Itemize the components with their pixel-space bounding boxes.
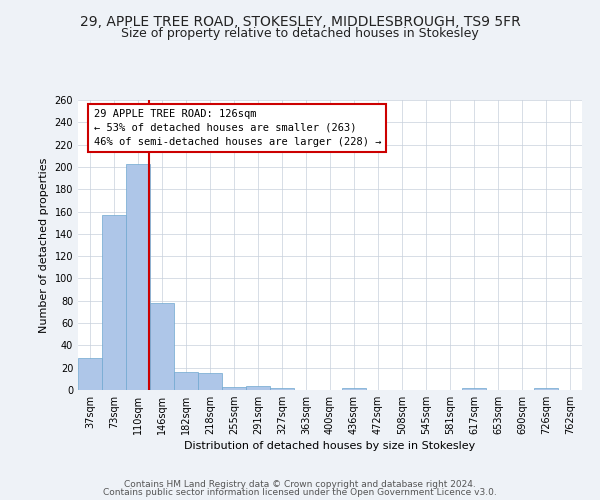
Bar xyxy=(150,303,174,390)
Bar xyxy=(198,374,222,390)
Bar xyxy=(78,358,102,390)
X-axis label: Distribution of detached houses by size in Stokesley: Distribution of detached houses by size … xyxy=(184,442,476,452)
Bar xyxy=(246,386,270,390)
Text: 29, APPLE TREE ROAD, STOKESLEY, MIDDLESBROUGH, TS9 5FR: 29, APPLE TREE ROAD, STOKESLEY, MIDDLESB… xyxy=(80,15,520,29)
Text: Size of property relative to detached houses in Stokesley: Size of property relative to detached ho… xyxy=(121,28,479,40)
Bar xyxy=(222,386,246,390)
Text: 29 APPLE TREE ROAD: 126sqm
← 53% of detached houses are smaller (263)
46% of sem: 29 APPLE TREE ROAD: 126sqm ← 53% of deta… xyxy=(94,109,381,147)
Bar xyxy=(126,164,150,390)
Bar xyxy=(102,215,126,390)
Text: Contains HM Land Registry data © Crown copyright and database right 2024.: Contains HM Land Registry data © Crown c… xyxy=(124,480,476,489)
Bar xyxy=(462,388,486,390)
Bar xyxy=(174,372,198,390)
Bar xyxy=(534,388,558,390)
Text: Contains public sector information licensed under the Open Government Licence v3: Contains public sector information licen… xyxy=(103,488,497,497)
Bar xyxy=(342,388,366,390)
Bar xyxy=(270,388,294,390)
Y-axis label: Number of detached properties: Number of detached properties xyxy=(39,158,49,332)
